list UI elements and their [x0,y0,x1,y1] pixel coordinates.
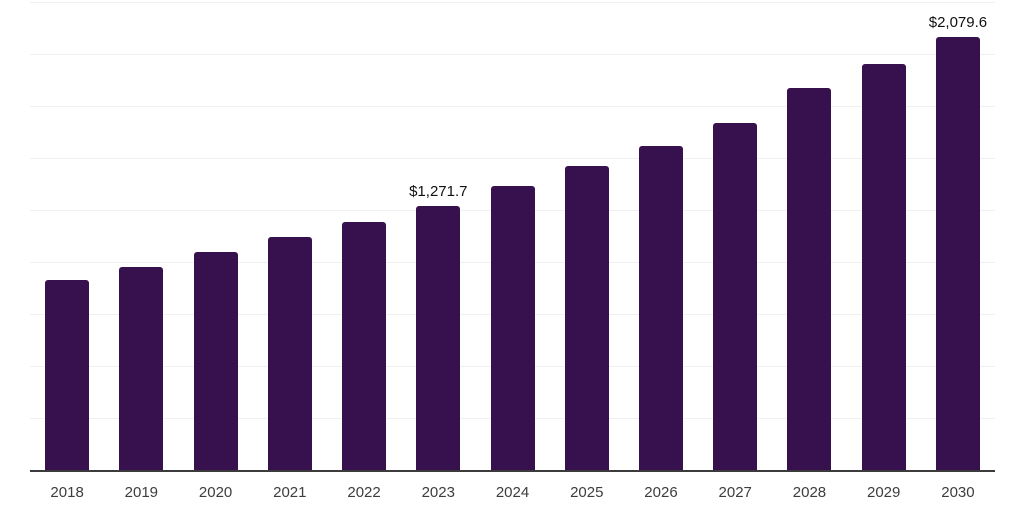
x-tick-2019: 2019 [124,484,159,501]
x-tick-2029: 2029 [867,484,901,501]
bar-2020 [193,252,238,470]
bar-band-2020 [178,2,252,470]
gridline-2000 [30,54,995,55]
x-tick-2030: 2030 [941,484,975,501]
bar-2023: $1,271.7 [409,183,467,470]
bar-band-2021 [253,2,327,470]
x-tick-2021: 2021 [273,484,307,501]
bar-band-2023: $1,271.7 [401,2,475,470]
bar-2021 [267,237,312,470]
bar-band-2019 [104,2,178,470]
gridline-1500 [30,158,995,159]
bar-2028 [787,88,832,470]
x-tick-2023: 2023 [421,484,455,501]
x-axis-labels: 2018 2019 2020 2021 2022 2023 2024 2025 2026 2027… [30,484,995,501]
bar-2019 [119,266,164,470]
bar-band-2027 [698,2,772,470]
bar-2029 [861,64,906,470]
bar-band-2024 [475,2,549,470]
bar-band-2018 [30,2,104,470]
gridline-1750 [30,106,995,107]
bar-2024 [490,186,535,470]
x-tick-2025: 2025 [570,484,604,501]
value-label-2023: $1,271.7 [409,182,468,200]
bar-band-2030: $2,079.6 [921,2,995,470]
bar-2018 [45,280,90,470]
x-tick-2027: 2027 [718,484,752,501]
bar-2022 [342,221,387,470]
x-tick-2024: 2024 [495,484,530,501]
x-tick-2022: 2022 [347,484,381,501]
bar-band-2025 [550,2,624,470]
x-tick-2026: 2026 [644,484,678,501]
bar-band-2026 [624,2,698,470]
bar-band-2028 [772,2,846,470]
x-tick-2018: 2018 [50,484,84,501]
x-tick-2028: 2028 [792,484,827,501]
bar-band-2029 [847,2,921,470]
bar-band-2022 [327,2,401,470]
value-label-2030: $2,079.6 [928,14,988,32]
gridline-2250 [30,2,995,3]
bar-2025 [564,166,609,470]
bar-2027 [713,122,758,470]
plot-area: $1,271.7 $2,079.6 [30,2,995,472]
bar-2026 [638,146,683,470]
bar-2030: $2,079.6 [929,14,987,470]
x-tick-2020: 2020 [198,484,233,501]
